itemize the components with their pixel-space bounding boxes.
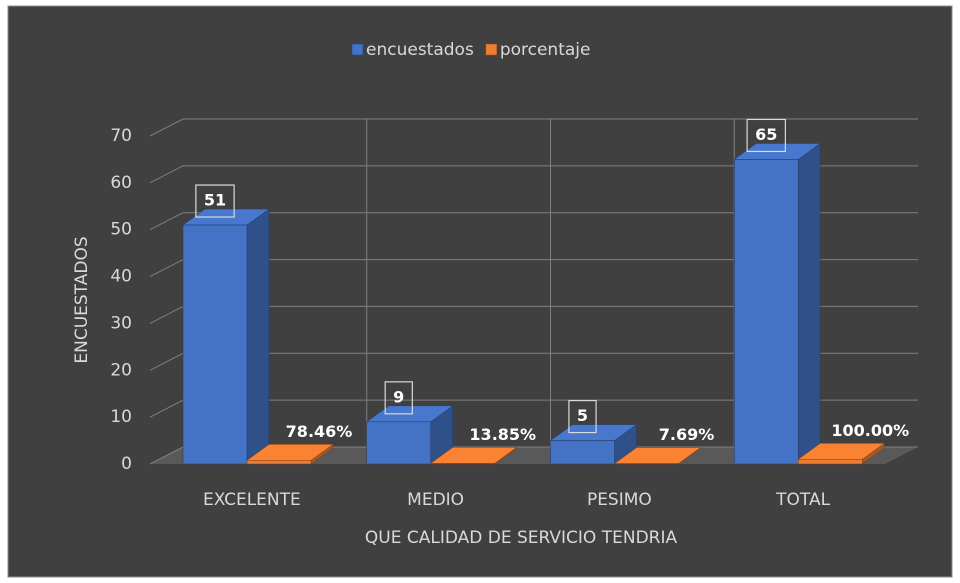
y-axis-title: ENCUESTADOS: [72, 236, 92, 363]
legend-swatch: [351, 43, 364, 56]
y-tick-label: 0: [121, 454, 132, 474]
grid-line-side: [149, 165, 184, 184]
y-tick-label: 10: [110, 407, 132, 427]
data-label: 7.69%: [659, 425, 715, 444]
bar-side: [246, 208, 270, 465]
grid-line-side: [149, 399, 184, 418]
bar: [366, 421, 431, 465]
legend-swatch: [485, 43, 498, 56]
grid-line-side: [149, 212, 184, 231]
data-label-box: [384, 381, 413, 415]
bar: [734, 159, 799, 465]
bar: [430, 463, 495, 465]
y-tick-label: 70: [110, 126, 132, 146]
data-label: 65: [755, 125, 777, 144]
data-label-box: [746, 118, 786, 153]
bar-side: [798, 142, 821, 465]
x-tick-label: PESIMO: [587, 490, 652, 510]
y-tick-label: 50: [110, 220, 132, 240]
data-label-box: [568, 399, 597, 434]
x-axis-title: QUE CALIDAD DE SERVICIO TENDRIA: [365, 528, 678, 548]
x-tick-label: EXCELENTE: [203, 490, 301, 510]
floor: [150, 447, 918, 464]
data-label: 13.85%: [469, 425, 536, 444]
bar: [246, 460, 312, 465]
legend-label: porcentaje: [500, 40, 591, 60]
x-tick-label: MEDIO: [407, 490, 464, 510]
y-tick-label: 30: [110, 313, 132, 333]
bar: [182, 224, 248, 465]
legend-label: encuestados: [366, 40, 474, 60]
grid-line-side: [149, 259, 184, 278]
data-label: 5: [577, 406, 588, 425]
grid-line-side: [149, 305, 184, 324]
grid-line-side: [149, 446, 184, 465]
y-tick-label: 40: [110, 267, 132, 287]
grid-line-side: [149, 352, 184, 371]
data-label-box: [195, 184, 235, 218]
y-tick-label: 60: [110, 173, 132, 193]
grid-line-side: [149, 118, 184, 137]
bar: [798, 459, 863, 465]
y-tick-label: 20: [110, 360, 132, 380]
data-label: 9: [393, 387, 404, 406]
data-label: 100.00%: [831, 421, 909, 440]
bar: [550, 440, 615, 465]
data-label: 51: [204, 191, 226, 210]
data-label: 78.46%: [286, 422, 353, 441]
x-tick-label: TOTAL: [775, 490, 830, 510]
